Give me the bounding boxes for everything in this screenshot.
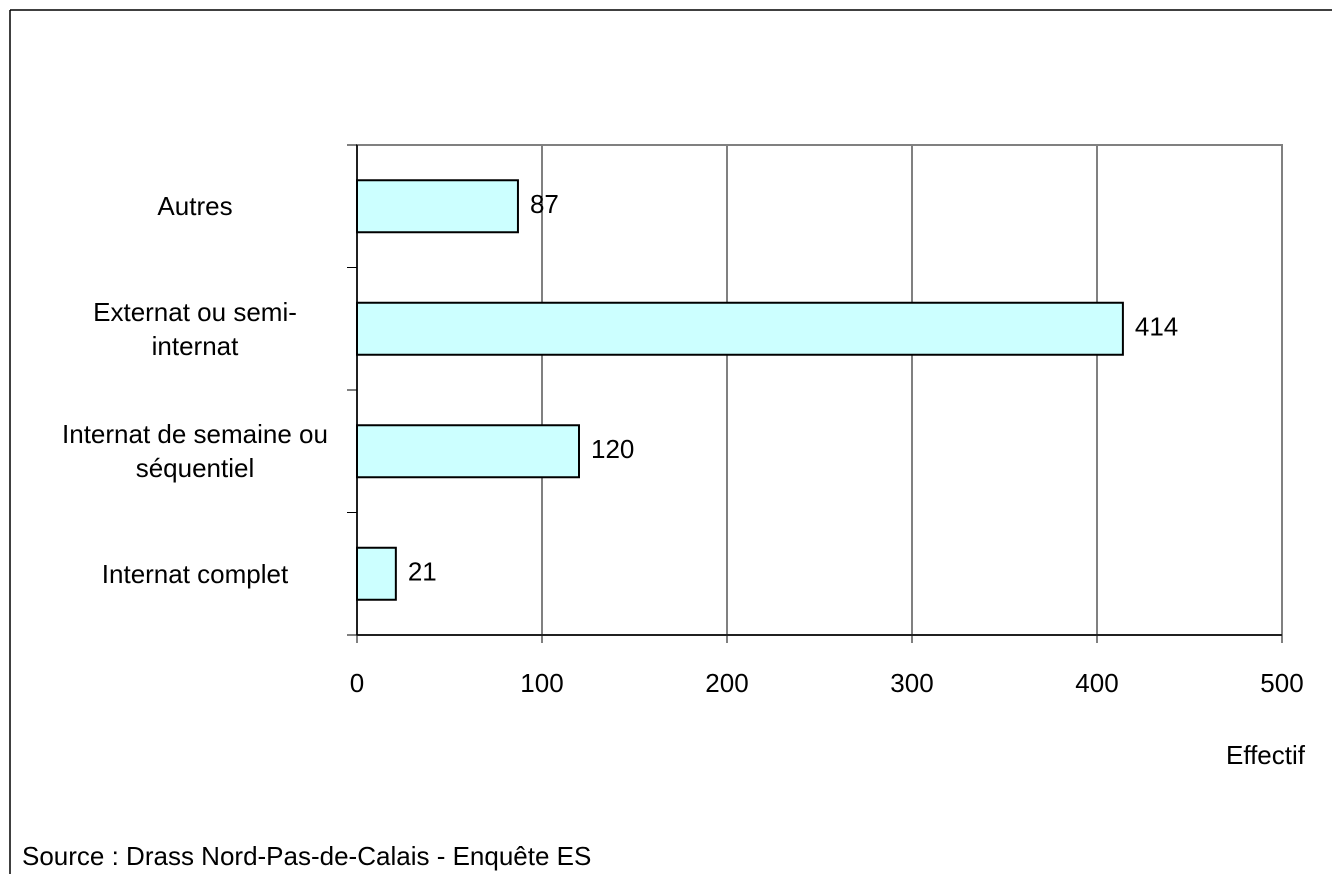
x-tick-label: 0 [350,668,364,698]
bar [356,179,519,234]
y-tick-label: Autres [157,191,233,222]
bar [356,301,1124,356]
x-tick-label: 200 [705,668,748,698]
y-tick-label: Internat de semaine ou séquentiel [62,419,328,484]
value-label: 21 [408,557,437,587]
bar [356,424,580,479]
x-tick-label: 500 [1260,668,1303,698]
bar [356,546,397,601]
x-tick-label: 400 [1075,668,1118,698]
value-label: 87 [530,189,559,219]
x-tick-label: 300 [890,668,933,698]
value-label: 120 [591,434,634,464]
value-label: 414 [1135,312,1178,342]
x-axis-label: Effectif [1226,740,1306,770]
y-tick-label: Internat complet [101,558,289,589]
source-note: Source : Drass Nord-Pas-de-Calais - Enqu… [22,841,591,871]
y-tick-label: Externat ou semi-internat [93,296,297,361]
x-tick-label: 100 [520,668,563,698]
